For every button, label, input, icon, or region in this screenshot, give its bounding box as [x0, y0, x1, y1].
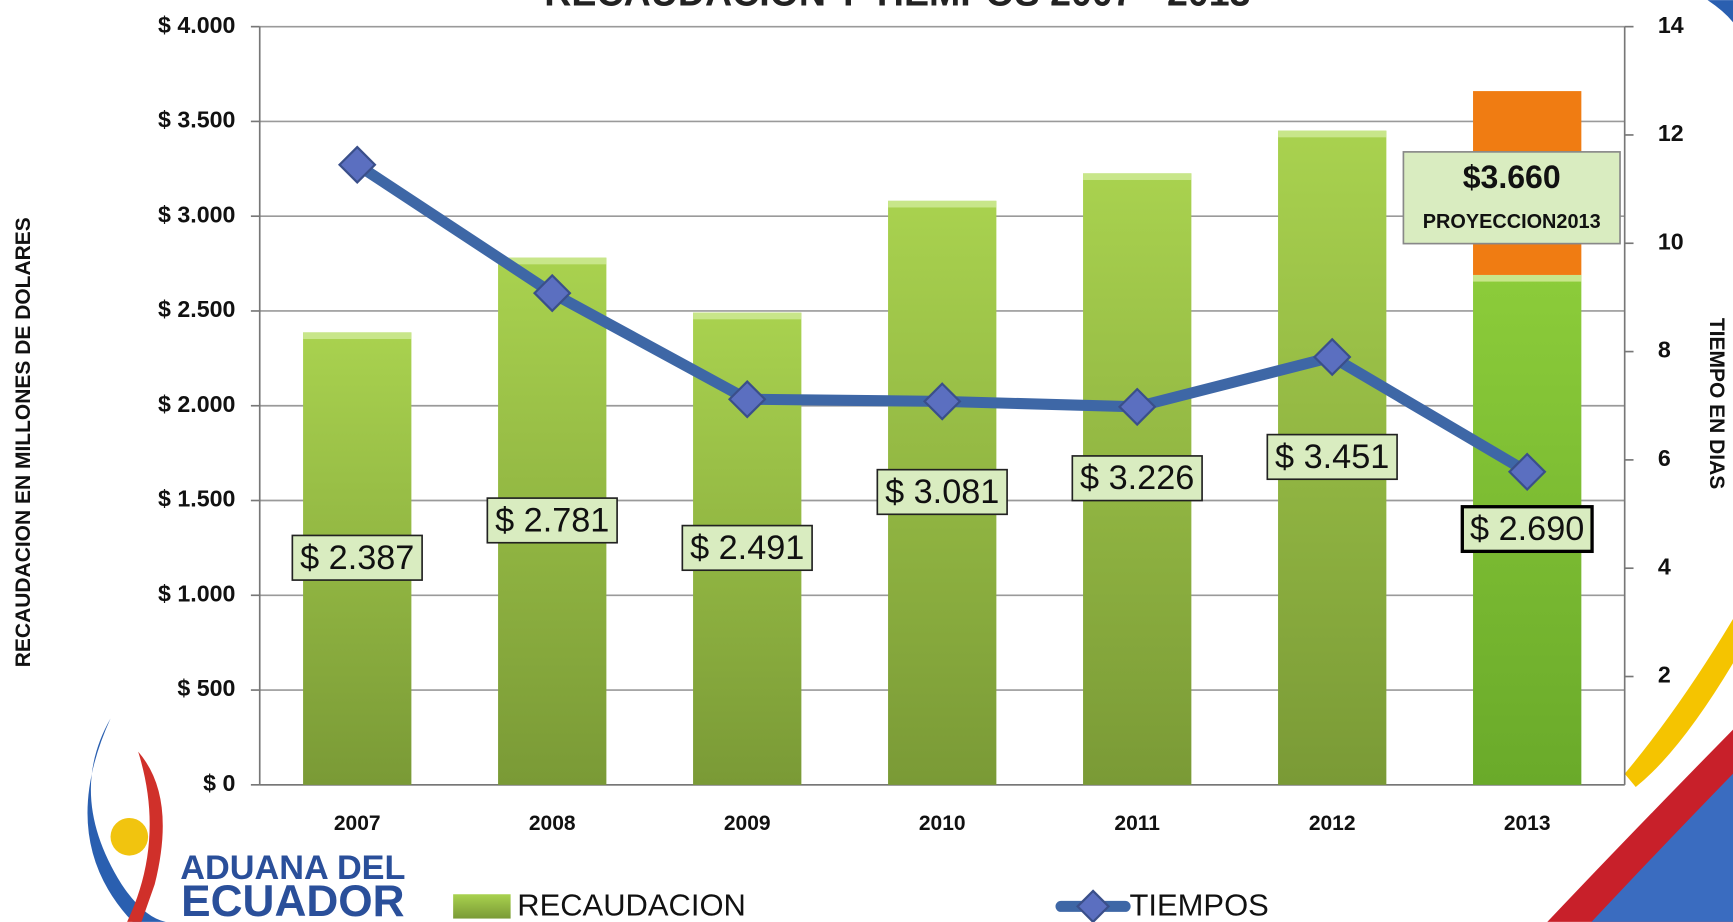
- value-label: $ 3.451: [1267, 435, 1397, 480]
- x-tick-label: 2011: [1114, 812, 1160, 835]
- value-label-text: $ 3.226: [1080, 459, 1194, 497]
- value-label-text: $ 2.387: [300, 539, 414, 577]
- y-tick-label: $ 1.000: [158, 580, 235, 606]
- value-label: $ 2.387: [292, 535, 422, 580]
- bar-highlight: [303, 332, 411, 339]
- bar-highlight: [888, 201, 996, 208]
- value-label-text: $ 2.781: [495, 501, 609, 539]
- legend-marker: [1078, 891, 1109, 922]
- chart: RECAUDACION Y TIEMPOS 2007 - 2013 RECAUD…: [0, 0, 1733, 922]
- x-tick-label: 2010: [919, 812, 966, 835]
- y-tick-label: $ 4.000: [158, 12, 235, 38]
- y-tick-label: $ 3.000: [158, 201, 235, 227]
- decoration: [1592, 774, 1733, 922]
- y-axis-label: RECAUDACION EN MILLONES DE DOLARES: [12, 217, 35, 667]
- y-tick-label: $ 2.500: [158, 296, 235, 322]
- legend-swatch: [453, 894, 510, 918]
- value-label-text: $ 2.690: [1470, 510, 1584, 548]
- value-label: $ 2.491: [682, 526, 812, 571]
- bar-highlight: [1473, 275, 1581, 282]
- y-tick-label: $ 3.500: [158, 107, 235, 133]
- y2-tick-label: 14: [1658, 12, 1684, 38]
- x-tick-label: 2007: [334, 812, 381, 835]
- bar-highlight: [1083, 173, 1191, 180]
- y2-tick-label: 8: [1658, 337, 1671, 363]
- annotation-text: PROYECCION2013: [1423, 211, 1601, 233]
- value-label: $ 3.081: [877, 470, 1007, 515]
- y2-tick-label: 6: [1658, 445, 1671, 471]
- bar-highlight: [693, 313, 801, 320]
- y2-axis-label: TIEMPO EN DIAS: [1705, 318, 1728, 489]
- y-tick-label: $ 2.000: [158, 391, 235, 417]
- bar-highlight: [1278, 131, 1386, 138]
- page: {"chart_data": { "type": "bar-line", "ti…: [0, 0, 1733, 922]
- legend-label: RECAUDACION: [517, 888, 746, 922]
- value-label-text: $ 3.451: [1275, 438, 1389, 476]
- value-label-text: $ 3.081: [885, 473, 999, 511]
- annotation-label: $3.660: [1463, 159, 1561, 195]
- y-tick-label: $ 1.500: [158, 486, 235, 512]
- value-label: $ 2.781: [487, 498, 617, 543]
- x-tick-label: 2012: [1309, 812, 1356, 835]
- logo-text: ECUADOR: [181, 877, 404, 922]
- value-label-text: $ 2.491: [690, 529, 804, 567]
- value-label: $ 2.690: [1462, 507, 1592, 552]
- legend-label: TIEMPOS: [1130, 888, 1269, 922]
- y2-tick-label: 12: [1658, 120, 1684, 146]
- x-tick-label: 2008: [529, 812, 576, 835]
- y2-tick-label: 4: [1658, 553, 1671, 579]
- y2-tick-label: 10: [1658, 228, 1684, 254]
- y-tick-label: $ 500: [177, 675, 235, 701]
- value-label: $ 3.226: [1072, 456, 1202, 501]
- chart-title: RECAUDACION Y TIEMPOS 2007 - 2013: [544, 0, 1250, 14]
- y-tick-label: $ 0: [203, 770, 235, 796]
- y2-tick-label: 2: [1658, 662, 1671, 688]
- logo-shape: [111, 818, 149, 856]
- x-tick-label: 2009: [724, 812, 771, 835]
- decoration: [1708, 0, 1733, 22]
- x-tick-label: 2013: [1504, 812, 1551, 835]
